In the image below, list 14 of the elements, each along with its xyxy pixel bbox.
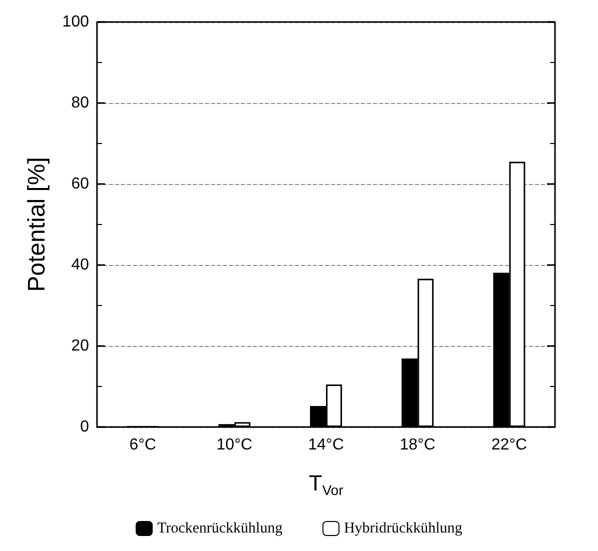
y-tick-label: 40	[71, 256, 90, 274]
x-tick-label: 6°C	[129, 436, 156, 454]
y-tick-label: 0	[80, 418, 90, 436]
y-axis-title: Potential [%]	[24, 157, 50, 292]
x-tick-label: 10°C	[216, 436, 252, 454]
y-tick-label: 100	[62, 14, 90, 30]
y-tick-label: 20	[71, 338, 90, 354]
legend-label: Hybridrückkühlung	[344, 520, 463, 536]
legend-label: Trockenrückkühlung	[157, 520, 283, 536]
y-tick-label: 80	[71, 94, 90, 112]
x-tick-label: 18°C	[400, 436, 436, 454]
x-tick-label: 14°C	[308, 436, 344, 454]
y-tick-label: 60	[71, 176, 90, 192]
x-tick-label: 22°C	[491, 436, 528, 454]
